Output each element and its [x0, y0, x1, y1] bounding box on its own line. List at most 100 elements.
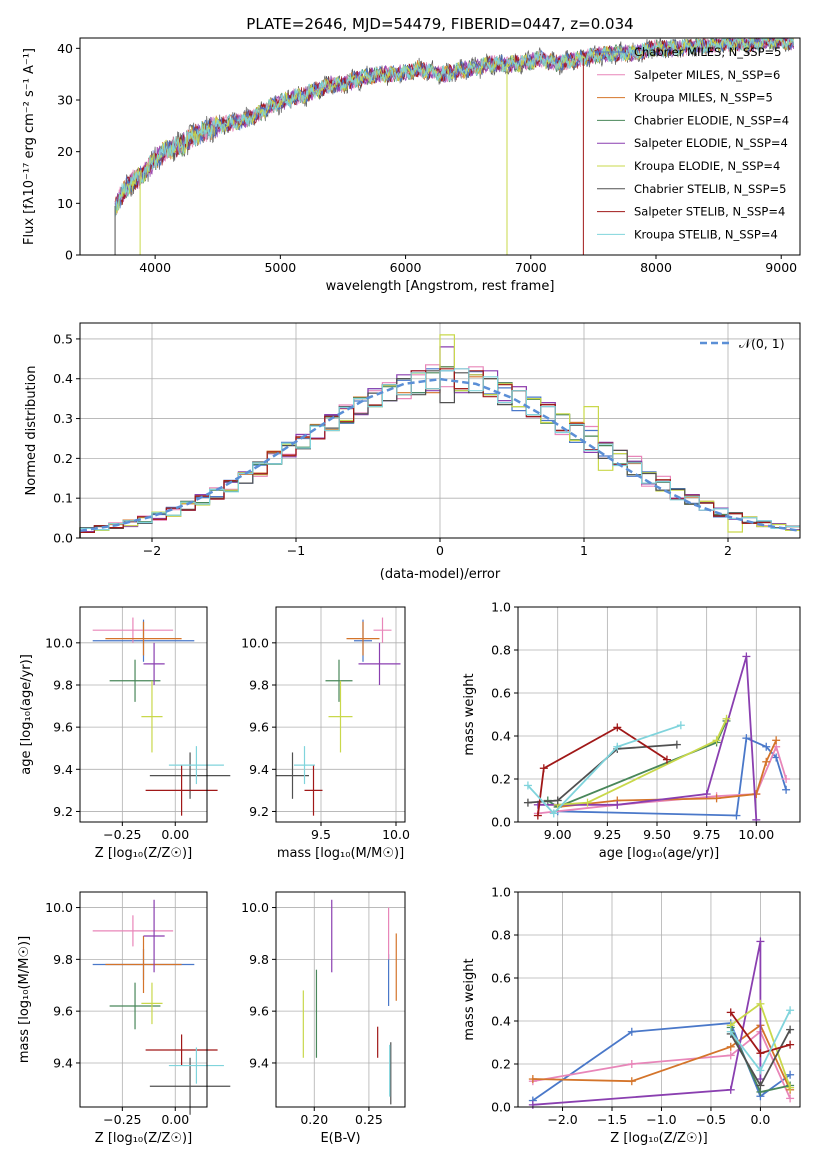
spectrum-xtick-label: 9000 — [765, 260, 797, 275]
Z_vs_mass-ytick-label: 10.0 — [45, 900, 73, 915]
ebv_vs_mass-ytick-label: 9.8 — [249, 952, 269, 967]
Z_vs_age-axes-frame — [79, 606, 208, 823]
spectrum-ytick-label: 30 — [57, 93, 73, 108]
Z_vs_mass-xtick-label: 0.00 — [161, 1112, 189, 1127]
Z_vs_mass-xtick-label: −0.25 — [103, 1112, 141, 1127]
Z_vs_mass-xlabel: Z [log₁₀(Z/Z☉)] — [95, 1131, 192, 1146]
age_vs_weight-line-chabrier-miles — [557, 736, 787, 817]
Z_vs_mass-ytick-label: 9.4 — [53, 1055, 73, 1070]
residual_hist-xtick-label: 1 — [580, 543, 588, 558]
residual_hist-ylabel: Normed distribution — [24, 366, 39, 496]
residual_hist-ytick-label: 0.5 — [53, 331, 73, 346]
Z_vs_weight-axes-frame — [517, 891, 801, 1108]
ebv_vs_mass-ytick-label: 10.0 — [241, 900, 269, 915]
age_vs_weight-ytick-label: 0.2 — [491, 772, 511, 787]
residual_hist-xtick-label: 2 — [724, 543, 732, 558]
mass_vs_age-xtick-label: 9.5 — [311, 827, 331, 842]
histogram-legend-label: 𝒩(0, 1) — [739, 336, 785, 351]
residual_hist-ytick-label: 0.1 — [53, 491, 73, 506]
residual_hist-ytick-label: 0.3 — [53, 411, 73, 426]
age_vs_weight-xtick-label: 10.00 — [738, 827, 774, 842]
mass_vs_age-xtick-label: 10.0 — [382, 827, 410, 842]
residual_hist-xtick-label: −1 — [287, 543, 305, 558]
age_vs_weight-line-chabrier-stelib — [527, 743, 677, 804]
age_vs_weight-ytick-label: 1.0 — [491, 600, 511, 615]
Z_vs_mass-ytick-label: 9.6 — [53, 1004, 73, 1019]
age_vs_weight-axes-frame — [517, 606, 801, 823]
spectrum-ylabel: Flux [fλ10⁻¹⁷ erg cm⁻² s⁻¹ A⁻¹] — [22, 48, 37, 245]
spectrum-line-kroupa-stelib — [114, 37, 795, 218]
mass_vs_age-xlabel: mass [log₁₀(M/M☉)] — [277, 846, 404, 861]
Z_vs_age-ylabel: age [log₁₀(age/yr)] — [19, 654, 34, 775]
spectrum-ytick-label: 20 — [57, 144, 73, 159]
mass_vs_age-ytick-label: 9.6 — [249, 720, 269, 735]
residual_hist-ytick-label: 0.2 — [53, 451, 73, 466]
residual_hist-xtick-label: −2 — [143, 543, 161, 558]
mass_vs_age-ytick-label: 9.2 — [249, 804, 269, 819]
spectrum-legend-label: Kroupa STELIB, N_SSP=4 — [634, 227, 778, 241]
age_vs_weight-ytick-label: 0.4 — [491, 729, 511, 744]
ebv_vs_mass-axes-frame — [275, 891, 406, 1108]
Z_vs_mass-axes-frame — [79, 891, 208, 1108]
residual_hist-xtick-label: 0 — [436, 543, 444, 558]
figure-title: PLATE=2646, MJD=54479, FIBERID=0447, z=0… — [246, 15, 633, 33]
spectrum-xtick-label: 8000 — [640, 260, 672, 275]
Z_vs_weight-ytick-label: 0.6 — [491, 971, 511, 986]
Z_vs_age-ytick-label: 10.0 — [45, 635, 73, 650]
spectrum-xtick-label: 4000 — [139, 260, 171, 275]
Z_vs_age-xlabel: Z [log₁₀(Z/Z☉)] — [95, 846, 192, 861]
spectrum-line-kroupa-elodie — [114, 37, 794, 215]
age_vs_weight-xtick-label: 9.75 — [693, 827, 721, 842]
residual_hist-xlabel: (data-model)/error — [380, 567, 501, 582]
ebv_vs_mass-xtick-label: 0.25 — [355, 1112, 383, 1127]
age_vs_weight-line-salpeter-stelib — [537, 726, 668, 816]
age_vs_weight-xtick-label: 9.50 — [643, 827, 671, 842]
mass_vs_age-ytick-label: 9.8 — [249, 677, 269, 692]
Z_vs_weight-ytick-label: 0.2 — [491, 1057, 511, 1072]
Z_vs_weight-xlabel: Z [log₁₀(Z/Z☉)] — [610, 1131, 707, 1146]
age_vs_weight-ytick-label: 0.8 — [491, 643, 511, 658]
spectrum-xtick-label: 5000 — [264, 260, 296, 275]
residual_hist-ytick-label: 0.0 — [53, 531, 73, 546]
spectrum-ytick-label: 40 — [57, 41, 73, 56]
spectrum-legend-label: Kroupa ELODIE, N_SSP=4 — [634, 159, 780, 173]
ebv_vs_mass-xtick-label: 0.20 — [300, 1112, 328, 1127]
data-layer — [79, 37, 801, 1115]
Z_vs_weight-ytick-label: 0.4 — [491, 1014, 511, 1029]
age_vs_weight-line-kroupa-stelib — [527, 724, 682, 815]
age_vs_weight-line-kroupa-elodie — [557, 718, 728, 806]
normal-curve — [79, 377, 801, 533]
age_vs_weight-ytick-label: 0.0 — [491, 815, 511, 830]
age_vs_weight-xtick-label: 9.00 — [544, 827, 572, 842]
age_vs_weight-xlabel: age [log₁₀(age/yr)] — [599, 846, 720, 861]
Z_vs_weight-xtick-label: −1.5 — [597, 1112, 627, 1127]
Z_vs_weight-ytick-label: 0.0 — [491, 1100, 511, 1115]
residual_hist-ytick-label: 0.4 — [53, 371, 73, 386]
Z_vs_age-ytick-label: 9.6 — [53, 720, 73, 735]
age_vs_weight-ytick-label: 0.6 — [491, 686, 511, 701]
Z_vs_age-xtick-label: −0.25 — [103, 827, 141, 842]
Z_vs_weight-ylabel: mass weight — [462, 958, 477, 1040]
histogram-series-kroupa-stelib — [79, 368, 800, 538]
Z_vs_weight-xtick-label: −0.5 — [696, 1112, 726, 1127]
Z_vs_weight-ytick-label: 0.8 — [491, 928, 511, 943]
grid-layer — [80, 323, 800, 1108]
spectrum-legend-label: Chabrier ELODIE, N_SSP=4 — [634, 113, 789, 127]
text-layer: 4000 5000 6000 7000 8000 9000010203040wavelen… — [17, 41, 797, 1146]
mass_vs_age-ytick-label: 10.0 — [241, 635, 269, 650]
Z_vs_age-xtick-label: 0.00 — [161, 827, 189, 842]
Z_vs_weight-xtick-label: −1.0 — [646, 1112, 676, 1127]
spectrum-xtick-label: 6000 — [390, 260, 422, 275]
Z_vs_age-ytick-label: 9.8 — [53, 677, 73, 692]
Z_vs_mass-ytick-label: 9.8 — [53, 952, 73, 967]
ebv_vs_mass-xlabel: E(B-V) — [320, 1131, 360, 1146]
ebv_vs_mass-ytick-label: 9.4 — [249, 1055, 269, 1070]
axes-layer — [76, 37, 801, 1111]
age_vs_weight-line-kroupa-miles — [557, 739, 778, 808]
spectrum-legend-label: Salpeter MILES, N_SSP=6 — [634, 68, 780, 82]
age_vs_weight-xtick-label: 9.25 — [593, 827, 621, 842]
spectrum-legend-label: Salpeter STELIB, N_SSP=4 — [634, 205, 785, 219]
age_vs_weight-line-chabrier-elodie — [547, 720, 728, 809]
Z_vs_weight-xtick-label: 0.0 — [750, 1112, 770, 1127]
